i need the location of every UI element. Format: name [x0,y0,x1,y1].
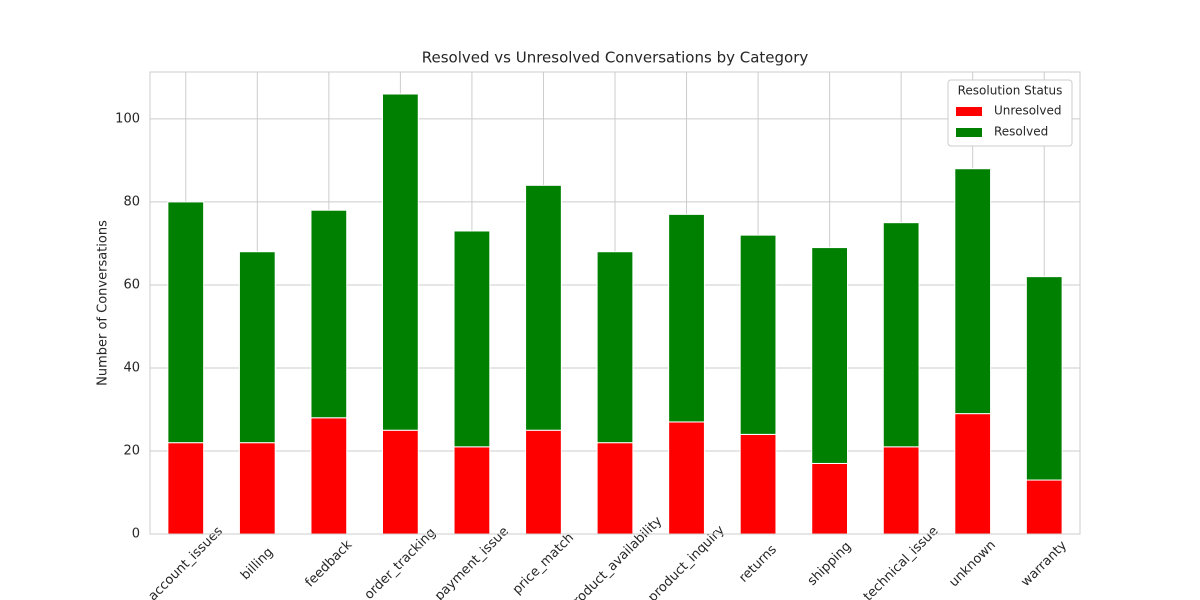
bar-segment [310,417,348,535]
bar-segment [167,201,205,444]
x-tick-label: unknown [947,538,999,590]
x-tick-label: feedback [302,537,355,590]
x-tick-label: account_issues [146,524,226,600]
bar-segment [954,168,992,415]
y-tick-label: 60 [123,277,140,292]
x-tick-label: order_tracking [362,525,439,600]
y-tick-label: 80 [123,194,140,209]
y-tick-label: 40 [123,360,140,375]
bar-segment [739,234,777,435]
bar-segment [668,213,705,423]
bar-segment [382,429,419,535]
bar-segment [453,230,491,448]
bar-segment [310,209,348,419]
legend-swatch [956,107,982,116]
x-tick-label: warranty [1018,538,1070,590]
legend-label: Resolved [994,125,1048,139]
y-tick-label: 20 [123,443,140,458]
bar-segment [811,247,849,464]
x-tick-label: shipping [805,539,855,589]
bar-segment [668,421,705,535]
bar-segment [882,222,920,448]
legend-label: Unresolved [994,104,1061,118]
bar-segment [1025,276,1063,481]
x-tick-label: technical_issue [861,524,942,600]
x-tick-label: returns [736,542,780,586]
x-tick-label: price_match [510,530,577,597]
bar-segment [954,413,992,535]
bar-segment [525,184,562,431]
bar-segment [382,93,419,431]
bar-segment [167,442,205,535]
y-axis-label: Number of Conversations [96,220,111,386]
bar-segment [811,462,849,535]
bar-segment [525,429,562,535]
legend-title: Resolution Status [958,84,1063,98]
bar-segment [1025,479,1063,535]
x-tick-label: billing [238,545,276,583]
y-tick-label: 100 [115,111,140,126]
bar-segment [596,251,634,444]
y-tick-label: 0 [132,527,140,542]
bar-segment [882,446,920,535]
bar-segment [238,251,276,444]
chart-title: Resolved vs Unresolved Conversations by … [422,49,809,67]
bar-segment [739,433,777,535]
plot-frame [149,71,1081,535]
bar-segment [453,446,491,535]
legend-swatch [956,128,982,137]
bar-segment [596,442,634,535]
bar-segment [238,442,276,535]
x-tick-label: payment_issue [432,524,512,600]
